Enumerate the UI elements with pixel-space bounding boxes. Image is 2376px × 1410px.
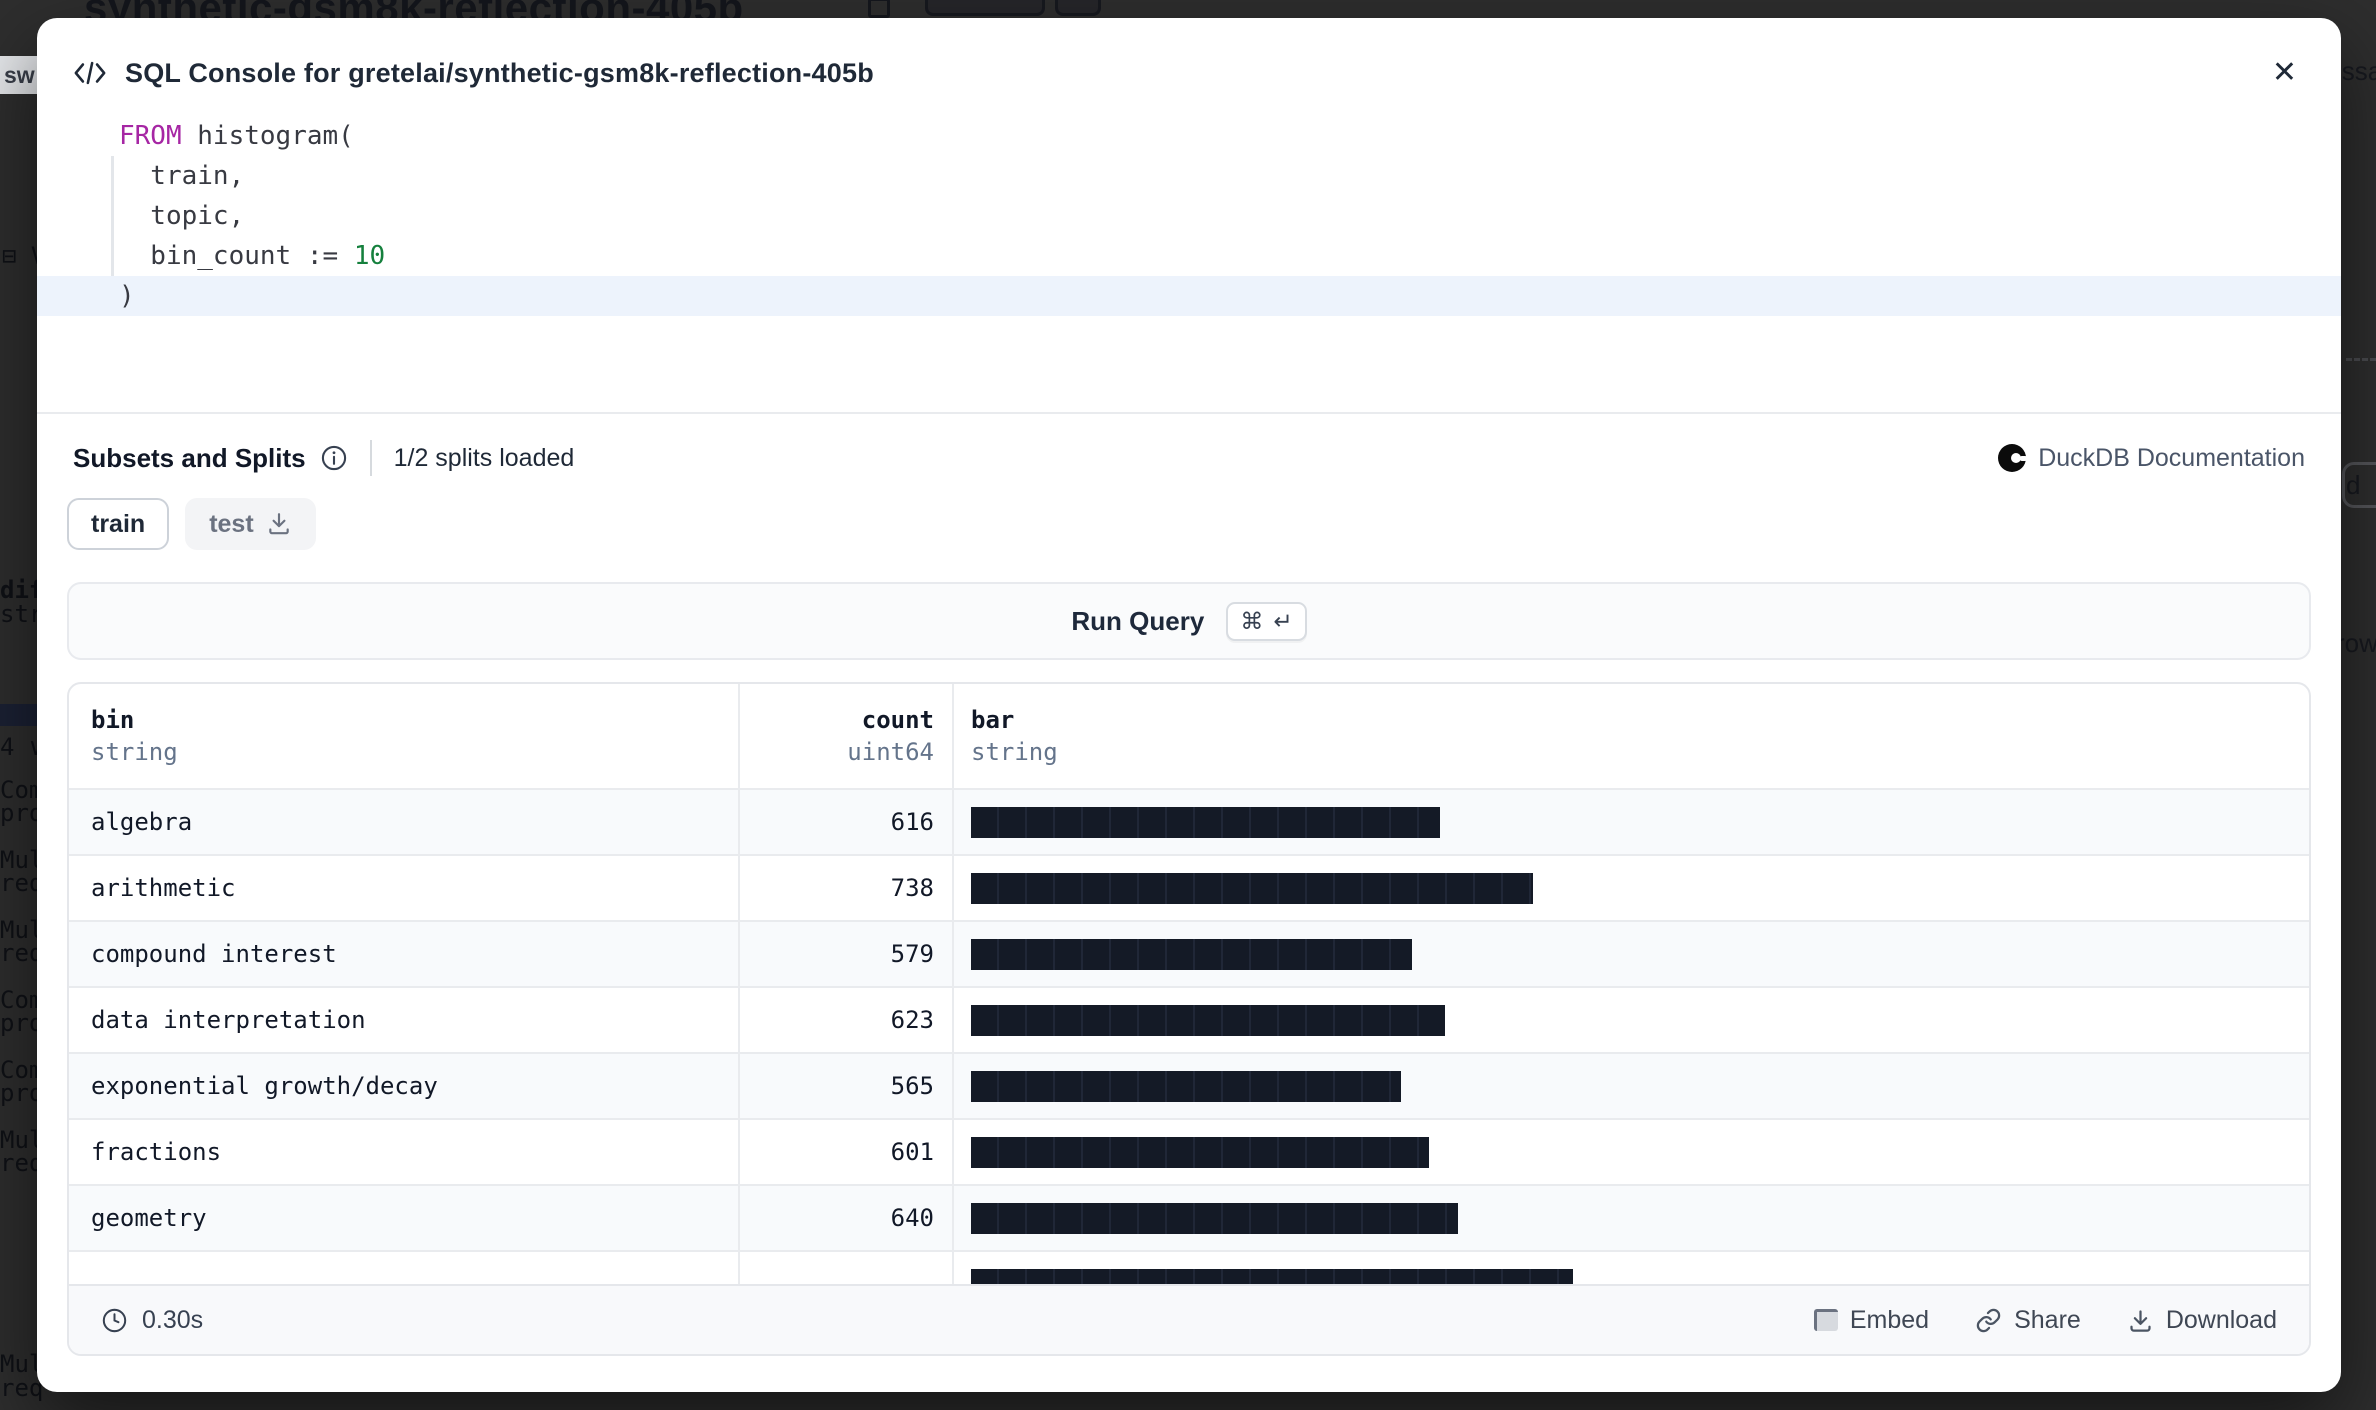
histogram-bar	[971, 872, 1533, 904]
share-link-icon	[1976, 1308, 2001, 1332]
command-key-icon: ⌘	[1240, 607, 1264, 634]
query-duration: 0.30s	[101, 1306, 203, 1335]
cell-bin: exponential growth/decay	[69, 1054, 740, 1118]
modal-title: SQL Console for gretelai/synthetic-gsm8k…	[125, 57, 874, 88]
background-like-count	[1055, 0, 1101, 16]
table-row: data interpretation 623	[69, 986, 2309, 1052]
download-icon	[268, 513, 289, 535]
code-line: train,	[119, 161, 245, 191]
cell-bar	[954, 938, 2309, 970]
column-type-bin: string	[91, 738, 178, 766]
cell-bar	[954, 1070, 2309, 1102]
histogram-bar	[971, 1202, 1458, 1234]
cell-bar	[954, 1004, 2309, 1036]
copy-icon	[868, 0, 890, 18]
cell-count: 616	[740, 790, 954, 854]
table-header: bin string count uint64 bar string	[69, 684, 2309, 788]
code-icon	[73, 58, 107, 88]
cell-bin: data interpretation	[69, 988, 740, 1052]
cell-count: 738	[740, 856, 954, 920]
column-type-bar: string	[971, 738, 1058, 766]
background-like-button	[925, 0, 1045, 16]
column-name-count: count	[861, 706, 934, 734]
column-name-bar: bar	[971, 706, 1015, 734]
vertical-separator	[369, 440, 372, 476]
cell-count: 579	[740, 922, 954, 986]
cell-count	[740, 1252, 954, 1284]
cmd-enter-kbd: ⌘ ↵	[1226, 601, 1307, 641]
background-dashed-line	[2346, 358, 2376, 361]
clock-icon	[102, 1308, 127, 1332]
sql-number: 10	[353, 241, 386, 271]
cell-bar	[954, 1136, 2309, 1168]
duckdb-logo-icon	[1998, 444, 2028, 472]
download-icon	[2130, 1309, 2151, 1332]
code-line: bin_count := 10	[119, 241, 386, 271]
sql-console-modal: SQL Console for gretelai/synthetic-gsm8k…	[37, 18, 2341, 1392]
cell-count: 601	[740, 1120, 954, 1184]
results-table[interactable]: bin string count uint64 bar string alge	[69, 684, 2309, 1284]
table-body: algebra 616 arithmetic 738 compound inte…	[69, 788, 2309, 1284]
cell-bin: fractions	[69, 1120, 740, 1184]
modal-header: SQL Console for gretelai/synthetic-gsm8k…	[67, 18, 2311, 102]
cell-bin: compound interest	[69, 922, 740, 986]
return-key-icon: ↵	[1273, 607, 1293, 634]
cell-bar	[954, 806, 2309, 838]
table-row: fractions 601	[69, 1118, 2309, 1184]
histogram-bar	[971, 1268, 1573, 1284]
background-selected-row	[0, 704, 37, 726]
table-row: algebra 616	[69, 788, 2309, 854]
duckdb-documentation-link[interactable]: DuckDB Documentation	[1998, 444, 2305, 473]
column-name-bin: bin	[91, 706, 135, 734]
histogram-bar	[971, 806, 1440, 838]
split-tab-train[interactable]: train	[67, 498, 170, 550]
section-divider	[37, 412, 2341, 414]
share-button[interactable]: Share	[1975, 1306, 2081, 1335]
code-line-active: )	[37, 276, 2341, 316]
sql-keyword: FROM	[119, 121, 182, 151]
histogram-bar	[971, 1070, 1401, 1102]
background-pill-button	[2342, 462, 2376, 508]
background-chip: sw	[0, 56, 37, 94]
info-icon[interactable]	[320, 444, 348, 472]
table-row: geometry 640	[69, 1184, 2309, 1250]
cell-bar	[954, 1202, 2309, 1234]
cell-count: 623	[740, 988, 954, 1052]
cell-bin	[69, 1252, 740, 1284]
histogram-bar	[971, 938, 1412, 970]
table-row	[69, 1250, 2309, 1284]
histogram-bar	[971, 1004, 1445, 1036]
run-query-label: Run Query	[1071, 605, 1205, 636]
table-row: exponential growth/decay 565	[69, 1052, 2309, 1118]
cell-count: 565	[740, 1054, 954, 1118]
sql-editor[interactable]: FROM histogram( train, topic, bin_count …	[37, 116, 2341, 316]
cell-count: 640	[740, 1186, 954, 1250]
subsets-heading: Subsets and Splits	[73, 442, 306, 473]
splits-loaded-status: 1/2 splits loaded	[393, 443, 575, 472]
cell-bar	[954, 872, 2309, 904]
column-type-count: uint64	[847, 738, 934, 766]
histogram-bar	[971, 1136, 1429, 1168]
download-button[interactable]: Download	[2127, 1306, 2277, 1335]
run-query-button[interactable]: Run Query ⌘ ↵	[67, 582, 2311, 660]
cell-bin: algebra	[69, 790, 740, 854]
split-tab-test[interactable]: test	[185, 498, 316, 550]
cell-bar	[954, 1268, 2309, 1284]
indent-guide	[111, 156, 114, 276]
table-row: arithmetic 738	[69, 854, 2309, 920]
cell-bin: geometry	[69, 1186, 740, 1250]
embed-icon	[1813, 1309, 1838, 1331]
results-panel: bin string count uint64 bar string alge	[67, 682, 2311, 1356]
table-row: compound interest 579	[69, 920, 2309, 986]
code-line: topic,	[119, 201, 245, 231]
code-line: FROM histogram(	[119, 121, 354, 151]
embed-button[interactable]: Embed	[1813, 1306, 1929, 1335]
cell-bin: arithmetic	[69, 856, 740, 920]
results-footer: 0.30s Embed Share	[69, 1284, 2309, 1354]
close-button[interactable]: ✕	[2271, 56, 2297, 89]
